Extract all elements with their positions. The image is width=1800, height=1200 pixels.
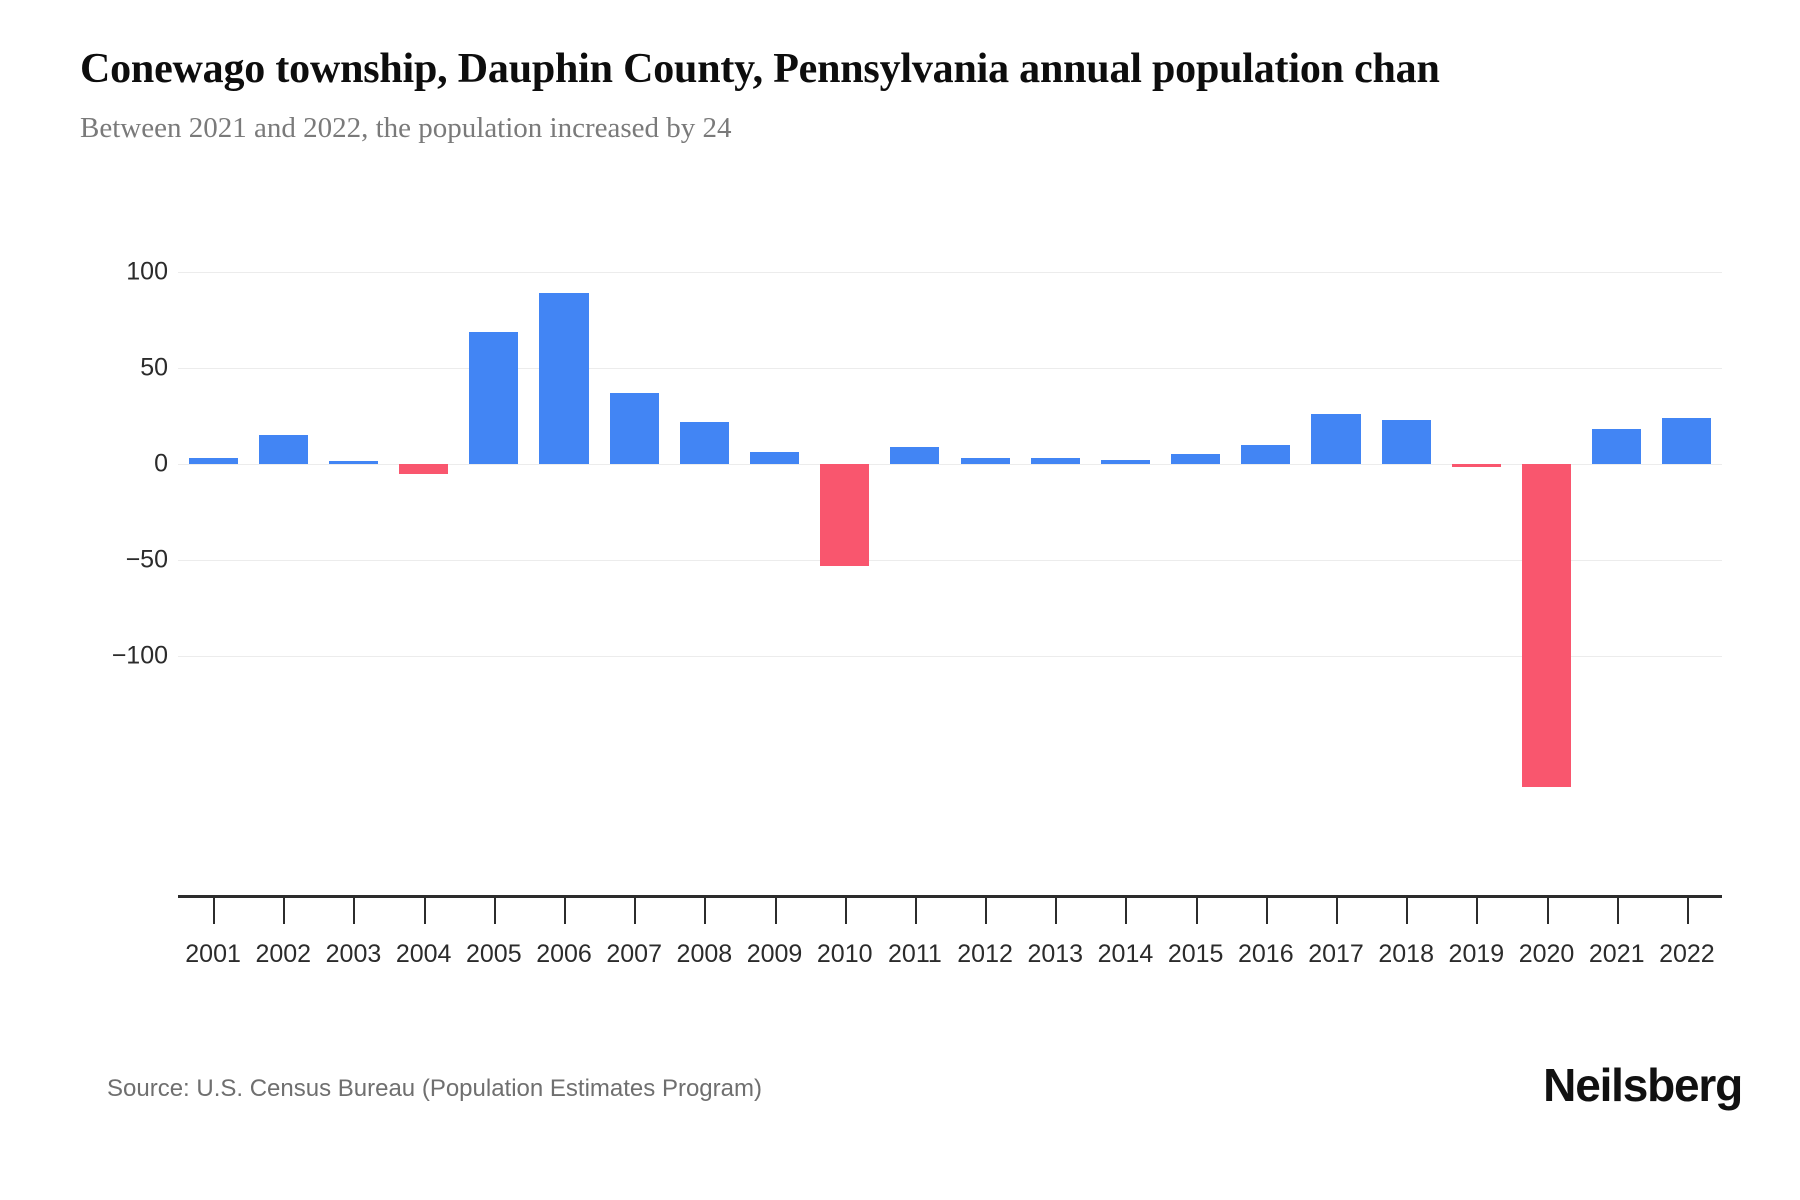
x-axis-tick <box>1336 898 1338 924</box>
chart-header: Conewago township, Dauphin County, Penns… <box>80 44 1800 146</box>
x-axis-tick <box>1476 898 1479 924</box>
x-axis-tick-label: 2016 <box>1238 940 1294 968</box>
bar-2015[interactable] <box>1171 454 1221 464</box>
gridline <box>178 656 1722 657</box>
bar-2011[interactable] <box>890 446 940 464</box>
bar-2016[interactable] <box>1241 444 1291 464</box>
bar-2005[interactable] <box>469 331 519 464</box>
bar-2004[interactable] <box>399 464 449 474</box>
gridline <box>178 272 1722 273</box>
x-axis-tick <box>1265 898 1268 924</box>
bar-2006[interactable] <box>539 293 589 464</box>
x-axis-tick-label: 2009 <box>746 940 803 968</box>
x-axis-tick <box>353 898 356 924</box>
x-axis-tick <box>213 898 216 924</box>
x-axis-tick <box>844 898 847 924</box>
x-axis-tick-label: 2015 <box>1167 940 1224 968</box>
bar-2013[interactable] <box>1030 458 1080 464</box>
bar-2020[interactable] <box>1521 464 1572 787</box>
x-axis-tick <box>634 898 637 924</box>
x-axis-tick-label: 2010 <box>816 940 873 968</box>
page-title: Conewago township, Dauphin County, Penns… <box>80 46 1440 92</box>
x-axis-tick-label: 2018 <box>1378 940 1434 968</box>
x-axis-tick-label: 2012 <box>957 940 1013 968</box>
bar-2010[interactable] <box>820 464 870 566</box>
x-axis-tick-label: 2020 <box>1518 940 1575 968</box>
x-axis-tick <box>564 898 566 924</box>
x-axis-tick-label: 2013 <box>1027 940 1084 968</box>
x-axis-tick-label: 2001 <box>185 940 241 968</box>
bar-2002[interactable] <box>258 435 308 464</box>
bar-2018[interactable] <box>1381 419 1431 464</box>
x-axis-tick <box>704 898 707 924</box>
bar-series <box>178 0 1722 1200</box>
gridline <box>178 464 1722 465</box>
bar-2009[interactable] <box>749 452 800 464</box>
x-axis-tick-label: 2004 <box>395 940 452 968</box>
y-axis-tick-label: −50 <box>125 545 168 574</box>
bar-2007[interactable] <box>609 392 659 464</box>
brand-logo: Neilsberg <box>1543 1059 1743 1111</box>
x-axis-tick-label: 2021 <box>1588 940 1645 968</box>
x-axis-line <box>178 895 1722 898</box>
bar-2019[interactable] <box>1451 464 1501 467</box>
x-axis-tick <box>1406 898 1409 924</box>
x-axis-tick-label: 2007 <box>606 940 662 968</box>
bar-2014[interactable] <box>1100 460 1151 464</box>
x-axis-tick-label: 2019 <box>1448 940 1505 968</box>
x-axis-tick-label: 2008 <box>676 940 733 968</box>
x-axis-tick <box>493 898 496 924</box>
bar-2001[interactable] <box>188 458 238 464</box>
x-axis-tick-label: 2014 <box>1097 940 1154 968</box>
x-axis-tick <box>283 898 286 924</box>
y-axis-tick-label: 0 <box>154 449 168 478</box>
bar-2022[interactable] <box>1662 417 1712 464</box>
x-axis-tick-label: 2011 <box>888 940 942 968</box>
y-axis-tick-label: −100 <box>111 641 168 670</box>
bar-2008[interactable] <box>679 421 729 464</box>
x-axis-tick-label: 2022 <box>1659 940 1715 968</box>
plot-area <box>178 0 1722 1200</box>
x-axis-tick-label: 2002 <box>255 940 312 968</box>
x-axis-tick <box>985 898 988 924</box>
x-axis-tick <box>914 898 917 924</box>
x-axis-tick-label: 2005 <box>466 940 522 968</box>
x-axis-tick-label: 2017 <box>1308 940 1364 968</box>
x-axis-tick <box>1125 898 1128 924</box>
x-axis-tick <box>1686 898 1689 924</box>
x-axis-tick <box>423 898 426 924</box>
x-axis-tick <box>1055 898 1058 924</box>
source-note: Source: U.S. Census Bureau (Population E… <box>107 1075 762 1102</box>
y-axis-labels: 100 50 0 −50 −100 <box>0 0 168 1200</box>
x-axis-tick-label: 2003 <box>325 940 382 968</box>
bar-2012[interactable] <box>960 458 1010 464</box>
x-axis-tick-label: 2006 <box>536 940 592 968</box>
chart-subtitle: Between 2021 and 2022, the population in… <box>80 112 732 144</box>
x-axis-tick <box>1195 898 1198 924</box>
gridline <box>178 560 1722 561</box>
bar-2021[interactable] <box>1592 429 1642 464</box>
bar-2017[interactable] <box>1311 414 1361 464</box>
y-axis-tick-label: 100 <box>126 257 168 286</box>
x-axis-tick <box>1546 898 1549 924</box>
x-axis-tick <box>774 898 777 924</box>
y-axis-tick-label: 50 <box>140 353 168 382</box>
bar-2003[interactable] <box>328 461 379 464</box>
x-axis-tick <box>1616 898 1619 924</box>
gridline <box>178 368 1722 369</box>
